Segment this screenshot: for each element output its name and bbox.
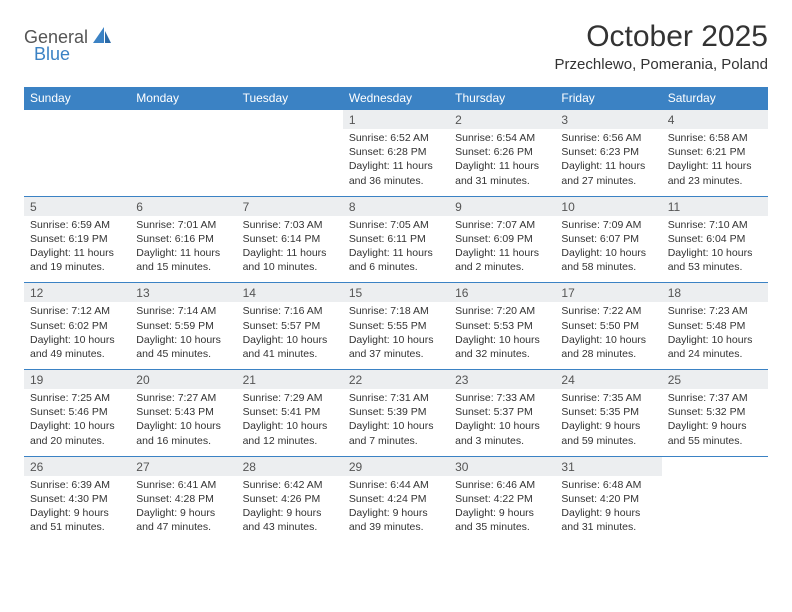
day-number: 6: [130, 196, 236, 216]
day-number: 15: [343, 283, 449, 303]
day-number: 9: [449, 196, 555, 216]
day-cell: Sunrise: 6:48 AMSunset: 4:20 PMDaylight:…: [555, 476, 661, 543]
logo-text-b-wrap: Blue: [34, 44, 70, 65]
day-cell: Sunrise: 7:14 AMSunset: 5:59 PMDaylight:…: [130, 302, 236, 369]
daybody-row: Sunrise: 6:39 AMSunset: 4:30 PMDaylight:…: [24, 476, 768, 543]
day-cell: Sunrise: 7:37 AMSunset: 5:32 PMDaylight:…: [662, 389, 768, 456]
day-number: 3: [555, 110, 661, 130]
day-number: [237, 110, 343, 130]
day-number: 10: [555, 196, 661, 216]
day-cell: Sunrise: 7:29 AMSunset: 5:41 PMDaylight:…: [237, 389, 343, 456]
day-cell: Sunrise: 7:23 AMSunset: 5:48 PMDaylight:…: [662, 302, 768, 369]
day-cell: Sunrise: 6:39 AMSunset: 4:30 PMDaylight:…: [24, 476, 130, 543]
day-cell: Sunrise: 7:33 AMSunset: 5:37 PMDaylight:…: [449, 389, 555, 456]
day-cell: Sunrise: 6:44 AMSunset: 4:24 PMDaylight:…: [343, 476, 449, 543]
day-cell: Sunrise: 6:58 AMSunset: 6:21 PMDaylight:…: [662, 129, 768, 196]
day-cell: [237, 129, 343, 196]
day-number: 5: [24, 196, 130, 216]
day-number: 19: [24, 370, 130, 390]
day-cell: Sunrise: 6:56 AMSunset: 6:23 PMDaylight:…: [555, 129, 661, 196]
day-number: 23: [449, 370, 555, 390]
day-cell: Sunrise: 7:03 AMSunset: 6:14 PMDaylight:…: [237, 216, 343, 283]
day-cell: [130, 129, 236, 196]
day-cell: Sunrise: 7:05 AMSunset: 6:11 PMDaylight:…: [343, 216, 449, 283]
day-number: [662, 456, 768, 476]
day-cell: [662, 476, 768, 543]
daynum-row: 262728293031: [24, 456, 768, 476]
day-cell: Sunrise: 7:18 AMSunset: 5:55 PMDaylight:…: [343, 302, 449, 369]
day-cell: Sunrise: 7:27 AMSunset: 5:43 PMDaylight:…: [130, 389, 236, 456]
day-number: 24: [555, 370, 661, 390]
day-number: 14: [237, 283, 343, 303]
calendar-table: SundayMondayTuesdayWednesdayThursdayFrid…: [24, 87, 768, 542]
dow-header: Saturday: [662, 87, 768, 110]
day-number: 4: [662, 110, 768, 130]
dow-header: Monday: [130, 87, 236, 110]
day-number: 16: [449, 283, 555, 303]
day-cell: Sunrise: 7:20 AMSunset: 5:53 PMDaylight:…: [449, 302, 555, 369]
day-number: 1: [343, 110, 449, 130]
day-cell: Sunrise: 7:35 AMSunset: 5:35 PMDaylight:…: [555, 389, 661, 456]
day-number: 8: [343, 196, 449, 216]
dow-row: SundayMondayTuesdayWednesdayThursdayFrid…: [24, 87, 768, 110]
day-number: 21: [237, 370, 343, 390]
day-number: 27: [130, 456, 236, 476]
day-number: 22: [343, 370, 449, 390]
daybody-row: Sunrise: 6:52 AMSunset: 6:28 PMDaylight:…: [24, 129, 768, 196]
title-block: October 2025 Przechlewo, Pomerania, Pola…: [555, 20, 768, 73]
daynum-row: 19202122232425: [24, 370, 768, 390]
day-cell: Sunrise: 6:59 AMSunset: 6:19 PMDaylight:…: [24, 216, 130, 283]
day-number: 30: [449, 456, 555, 476]
day-number: 28: [237, 456, 343, 476]
day-cell: Sunrise: 7:12 AMSunset: 6:02 PMDaylight:…: [24, 302, 130, 369]
daynum-row: 1234: [24, 110, 768, 130]
day-cell: Sunrise: 6:46 AMSunset: 4:22 PMDaylight:…: [449, 476, 555, 543]
month-title: October 2025: [555, 20, 768, 54]
day-number: 11: [662, 196, 768, 216]
day-cell: Sunrise: 6:41 AMSunset: 4:28 PMDaylight:…: [130, 476, 236, 543]
day-number: [130, 110, 236, 130]
daybody-row: Sunrise: 7:25 AMSunset: 5:46 PMDaylight:…: [24, 389, 768, 456]
day-cell: Sunrise: 6:42 AMSunset: 4:26 PMDaylight:…: [237, 476, 343, 543]
day-cell: Sunrise: 7:09 AMSunset: 6:07 PMDaylight:…: [555, 216, 661, 283]
header: General October 2025 Przechlewo, Pomeran…: [24, 20, 768, 73]
day-number: 26: [24, 456, 130, 476]
day-cell: Sunrise: 7:07 AMSunset: 6:09 PMDaylight:…: [449, 216, 555, 283]
daybody-row: Sunrise: 7:12 AMSunset: 6:02 PMDaylight:…: [24, 302, 768, 369]
day-cell: [24, 129, 130, 196]
day-cell: Sunrise: 7:22 AMSunset: 5:50 PMDaylight:…: [555, 302, 661, 369]
dow-header: Wednesday: [343, 87, 449, 110]
daynum-row: 567891011: [24, 196, 768, 216]
day-cell: Sunrise: 7:25 AMSunset: 5:46 PMDaylight:…: [24, 389, 130, 456]
day-cell: Sunrise: 7:31 AMSunset: 5:39 PMDaylight:…: [343, 389, 449, 456]
day-number: 18: [662, 283, 768, 303]
day-cell: Sunrise: 7:10 AMSunset: 6:04 PMDaylight:…: [662, 216, 768, 283]
day-number: 31: [555, 456, 661, 476]
location-text: Przechlewo, Pomerania, Poland: [555, 56, 768, 73]
dow-header: Tuesday: [237, 87, 343, 110]
daybody-row: Sunrise: 6:59 AMSunset: 6:19 PMDaylight:…: [24, 216, 768, 283]
day-cell: Sunrise: 7:01 AMSunset: 6:16 PMDaylight:…: [130, 216, 236, 283]
dow-header: Sunday: [24, 87, 130, 110]
logo-text-b: Blue: [34, 44, 70, 64]
day-number: 29: [343, 456, 449, 476]
day-cell: Sunrise: 6:52 AMSunset: 6:28 PMDaylight:…: [343, 129, 449, 196]
logo-sail-icon: [92, 26, 112, 49]
day-cell: Sunrise: 7:16 AMSunset: 5:57 PMDaylight:…: [237, 302, 343, 369]
day-number: 2: [449, 110, 555, 130]
dow-header: Friday: [555, 87, 661, 110]
day-number: 25: [662, 370, 768, 390]
day-cell: Sunrise: 6:54 AMSunset: 6:26 PMDaylight:…: [449, 129, 555, 196]
daynum-row: 12131415161718: [24, 283, 768, 303]
day-number: 13: [130, 283, 236, 303]
day-number: 17: [555, 283, 661, 303]
day-number: 12: [24, 283, 130, 303]
dow-header: Thursday: [449, 87, 555, 110]
day-number: 7: [237, 196, 343, 216]
day-number: 20: [130, 370, 236, 390]
day-number: [24, 110, 130, 130]
